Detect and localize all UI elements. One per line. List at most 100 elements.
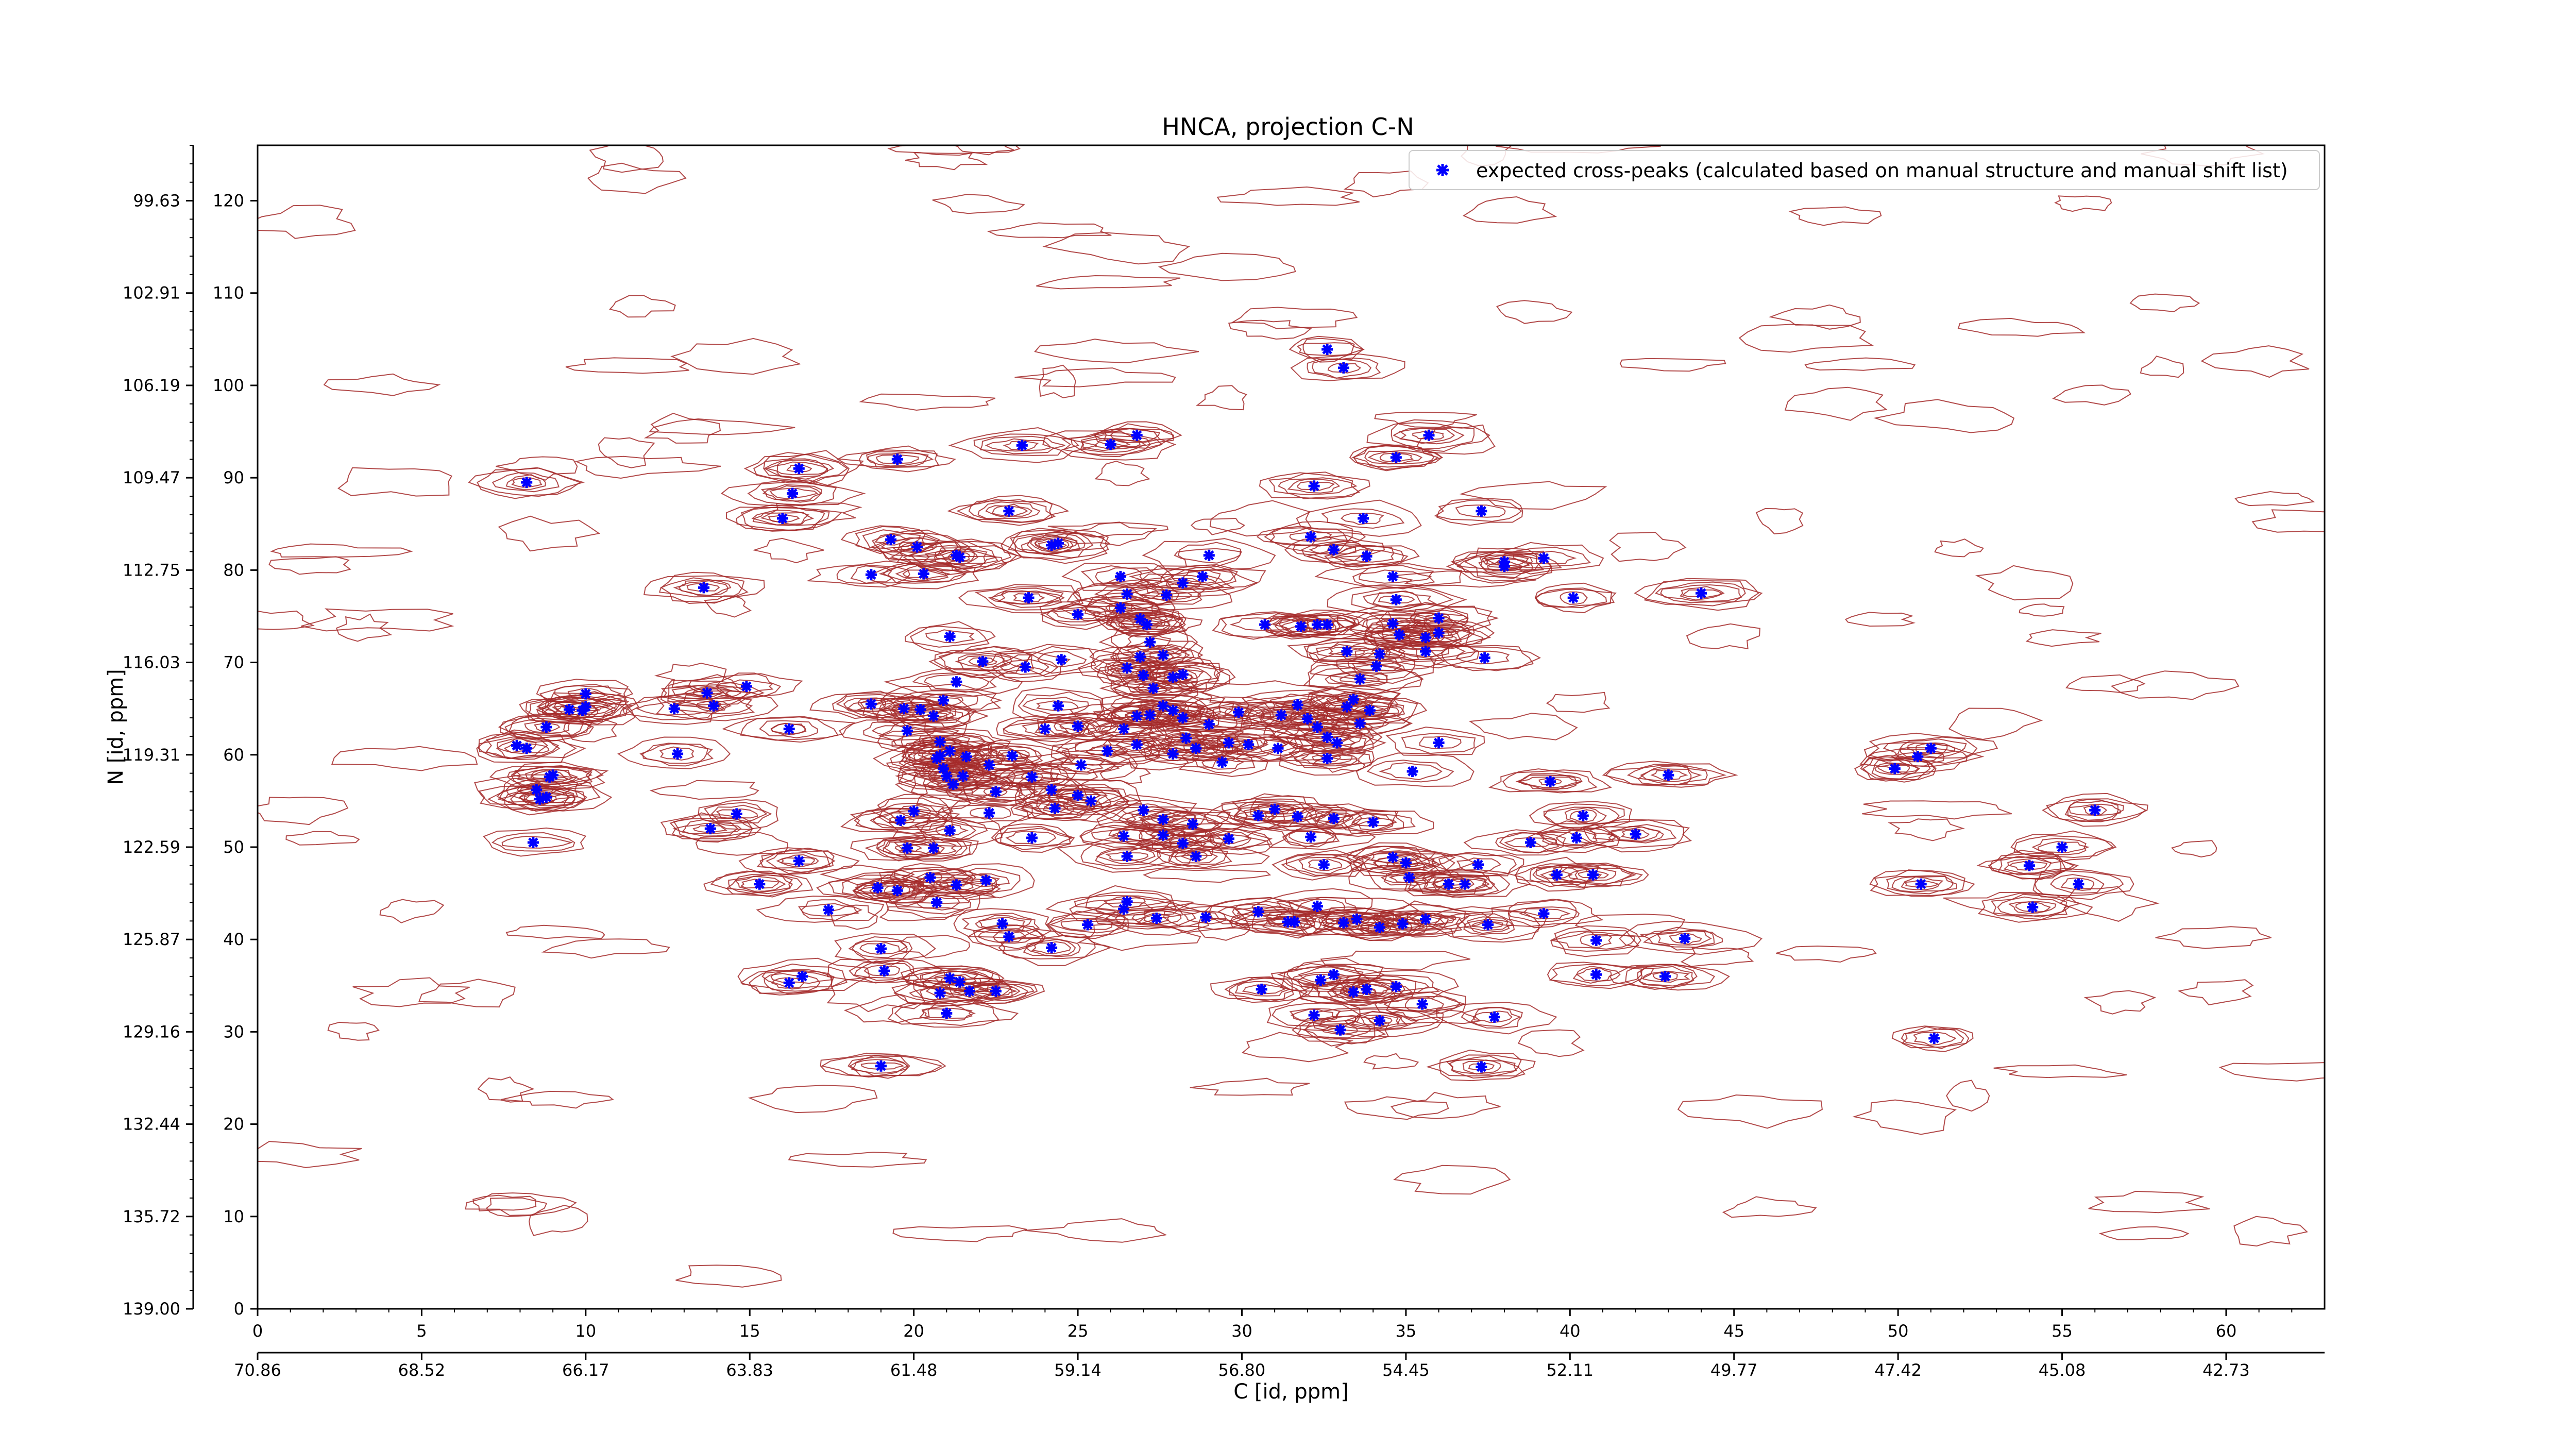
peak-contour xyxy=(1344,983,1392,995)
cross-peak-marker xyxy=(977,655,989,667)
cross-peak-marker xyxy=(1006,750,1018,762)
y-tick-label: 50 xyxy=(223,837,244,857)
peak-contour xyxy=(870,529,962,563)
peak-contour xyxy=(1321,695,1428,726)
cross-peak-marker xyxy=(1272,743,1284,754)
peak-contour xyxy=(1055,738,1160,766)
y-tick-label: 90 xyxy=(223,468,244,487)
peak-contour xyxy=(859,445,940,473)
peak-contour xyxy=(919,711,948,721)
peak-contour xyxy=(979,435,1065,454)
cross-peak-marker xyxy=(1233,706,1245,718)
peak-contour xyxy=(863,965,901,976)
peak-contour xyxy=(734,875,786,892)
noise-contour xyxy=(2025,629,2102,647)
peak-contour xyxy=(877,728,1011,754)
peak-contour xyxy=(2049,874,2105,894)
peak-contour xyxy=(1634,578,1759,611)
cross-peak-marker xyxy=(1157,814,1169,825)
peak-contour xyxy=(1060,919,1113,931)
peak-contour xyxy=(1348,852,1456,875)
cross-peak-marker xyxy=(1161,589,1172,601)
peak-contour xyxy=(722,716,856,741)
noise-contour xyxy=(1062,521,1157,546)
cross-peak-marker xyxy=(708,700,720,712)
peak-contour xyxy=(1380,871,1435,884)
peak-contour xyxy=(1018,691,1104,719)
cross-peak-marker xyxy=(1256,983,1267,995)
peak-contour xyxy=(891,730,996,752)
peak-contour xyxy=(1660,584,1742,602)
peak-contour xyxy=(2042,793,2147,827)
peak-contour xyxy=(1352,565,1435,589)
peak-contour xyxy=(1104,580,1233,611)
cross-peak-marker xyxy=(1150,913,1162,924)
cross-peak-marker xyxy=(1370,660,1382,672)
peak-contour xyxy=(1161,564,1239,589)
peak-contour xyxy=(1324,812,1416,832)
peak-contour xyxy=(941,804,1046,824)
noise-contour xyxy=(1099,762,1151,784)
peak-contour xyxy=(1003,441,1039,451)
cross-peak-marker xyxy=(527,837,539,848)
cross-peak-marker xyxy=(1020,661,1031,673)
peak-contour xyxy=(1650,769,1688,781)
peak-contour xyxy=(1139,590,1193,601)
noise-contour xyxy=(1390,1091,1501,1119)
noise-contour xyxy=(1957,317,2086,337)
cross-peak-marker xyxy=(1187,818,1198,830)
cross-peak-marker xyxy=(1663,769,1674,781)
peak-contour xyxy=(1056,791,1130,810)
peak-contour xyxy=(1245,825,1376,850)
noise-contour xyxy=(1312,757,1365,773)
peak-contour xyxy=(1106,662,1182,688)
peak-contour xyxy=(2031,838,2087,855)
peak-contour xyxy=(903,734,993,767)
peak-contour xyxy=(996,716,1090,743)
x-ppm-tick-label: 68.52 xyxy=(398,1360,446,1380)
cross-peak-marker xyxy=(1354,673,1366,685)
noise-contour xyxy=(1609,531,1687,562)
noise-contour xyxy=(943,555,1008,573)
peak-contour xyxy=(910,693,978,709)
peak-contour xyxy=(1464,919,1514,931)
peak-contour xyxy=(1115,905,1196,930)
peak-contour xyxy=(1423,876,1475,893)
peak-contour xyxy=(671,685,742,699)
cross-peak-marker xyxy=(1121,588,1133,600)
noise-contour xyxy=(472,1194,537,1211)
y-tick-label: 100 xyxy=(213,376,244,395)
peak-contour xyxy=(704,802,772,824)
cross-peak-marker xyxy=(1311,619,1323,631)
peak-contour xyxy=(518,791,571,804)
noise-contour xyxy=(1776,945,1877,963)
peak-contour xyxy=(923,673,990,691)
noise-contour xyxy=(788,1151,927,1168)
x-tick-label: 60 xyxy=(2216,1321,2237,1341)
peak-contour xyxy=(1901,1027,1964,1049)
peak-contour xyxy=(1045,911,1129,938)
cross-peak-marker xyxy=(1167,704,1179,716)
x-ppm-tick-label: 42.73 xyxy=(2202,1360,2250,1380)
cross-peak-marker xyxy=(2027,901,2039,913)
peak-contour xyxy=(1188,828,1273,851)
peak-contour xyxy=(1334,549,1395,563)
cross-peak-marker xyxy=(1889,763,1901,774)
peak-contour xyxy=(1121,618,1170,631)
peak-contour xyxy=(1030,533,1086,553)
peak-contour xyxy=(1284,534,1385,565)
peak-contour xyxy=(1037,651,1087,668)
cross-peak-marker xyxy=(1118,723,1130,735)
noise-contour xyxy=(898,935,970,959)
peak-contour xyxy=(1626,764,1708,786)
y-ppm-tick-label: 122.59 xyxy=(123,837,180,857)
peak-contour xyxy=(765,852,836,869)
noise-contour xyxy=(1844,612,1916,627)
peak-contour xyxy=(1031,941,1072,954)
noise-contour xyxy=(1462,196,1557,224)
peak-contour xyxy=(1392,913,1456,925)
peak-contour xyxy=(1680,586,1725,601)
cross-peak-marker xyxy=(1476,1061,1487,1073)
cross-peak-marker xyxy=(1367,816,1379,828)
peak-contour xyxy=(1143,913,1171,924)
